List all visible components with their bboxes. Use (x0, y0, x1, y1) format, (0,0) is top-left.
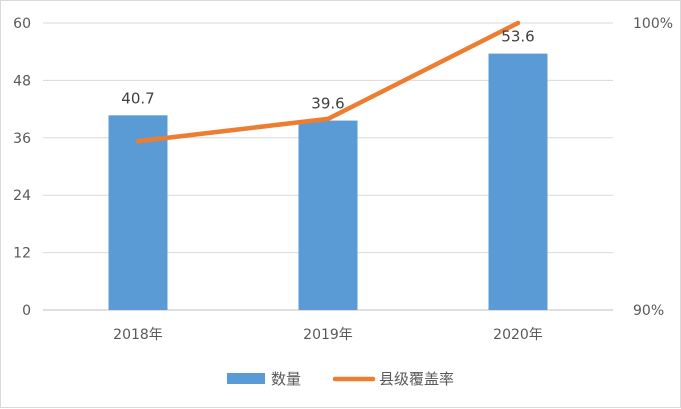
bar (108, 115, 168, 311)
y-tick-label: 36 (13, 131, 31, 147)
bar-series (108, 53, 548, 311)
y-tick-label: 60 (13, 16, 31, 32)
y2-tick-label: 100% (633, 16, 673, 32)
data-label: 53.6 (501, 28, 534, 46)
legend-label: 县级覆盖率 (379, 370, 454, 388)
data-labels: 40.7 39.6 53.6 (121, 28, 534, 113)
x-tick-label: 2020年 (493, 327, 543, 343)
x-tick-label: 2018年 (113, 327, 163, 343)
legend-swatch-bar (227, 373, 265, 384)
y-tick-label: 0 (22, 303, 31, 319)
legend-label: 数量 (271, 370, 301, 388)
y-tick-label: 24 (13, 188, 31, 204)
bar (298, 120, 358, 310)
y2-tick-label: 90% (633, 303, 664, 319)
x-axis: 2018年 2019年 2020年 (113, 327, 543, 343)
legend: 数量 县级覆盖率 (227, 370, 454, 388)
data-label: 39.6 (311, 95, 344, 113)
right-axis: 90% 100% (633, 16, 673, 319)
left-axis: 0 12 24 36 48 60 (13, 16, 31, 319)
bar (488, 53, 548, 310)
y-tick-label: 12 (13, 246, 31, 262)
line-series (135, 20, 521, 144)
y-tick-label: 48 (13, 73, 31, 89)
x-tick-label: 2019年 (303, 327, 353, 343)
line-path (135, 20, 521, 144)
data-label: 40.7 (121, 89, 154, 107)
